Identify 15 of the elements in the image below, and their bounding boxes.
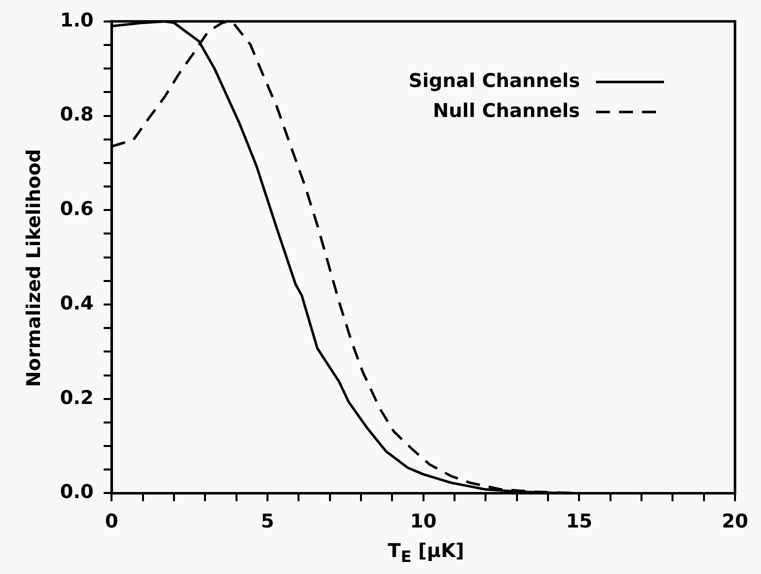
y-tick-label: 0.4	[60, 292, 94, 314]
x-tick-label: 0	[105, 510, 118, 533]
x-tick-label: 5	[260, 510, 274, 533]
y-tick-label: 0.2	[60, 386, 94, 409]
legend-label: Signal Channels	[408, 70, 580, 94]
x-tick-label: 15	[566, 510, 592, 533]
x-axis-title: T$_{E}$ [μK]	[388, 540, 464, 566]
y-tick-label: 0.0	[60, 481, 94, 504]
y-tick-label: 0.8	[60, 104, 94, 126]
y-axis-title: Normalized Likelihood	[23, 148, 45, 388]
x-tick-label: 10	[410, 510, 437, 533]
y-tick-label: 0.6	[60, 198, 94, 220]
legend-label: Null Channels	[432, 100, 580, 124]
y-tick-label: 1.0	[60, 9, 94, 32]
x-tick-label: 20	[722, 510, 748, 533]
